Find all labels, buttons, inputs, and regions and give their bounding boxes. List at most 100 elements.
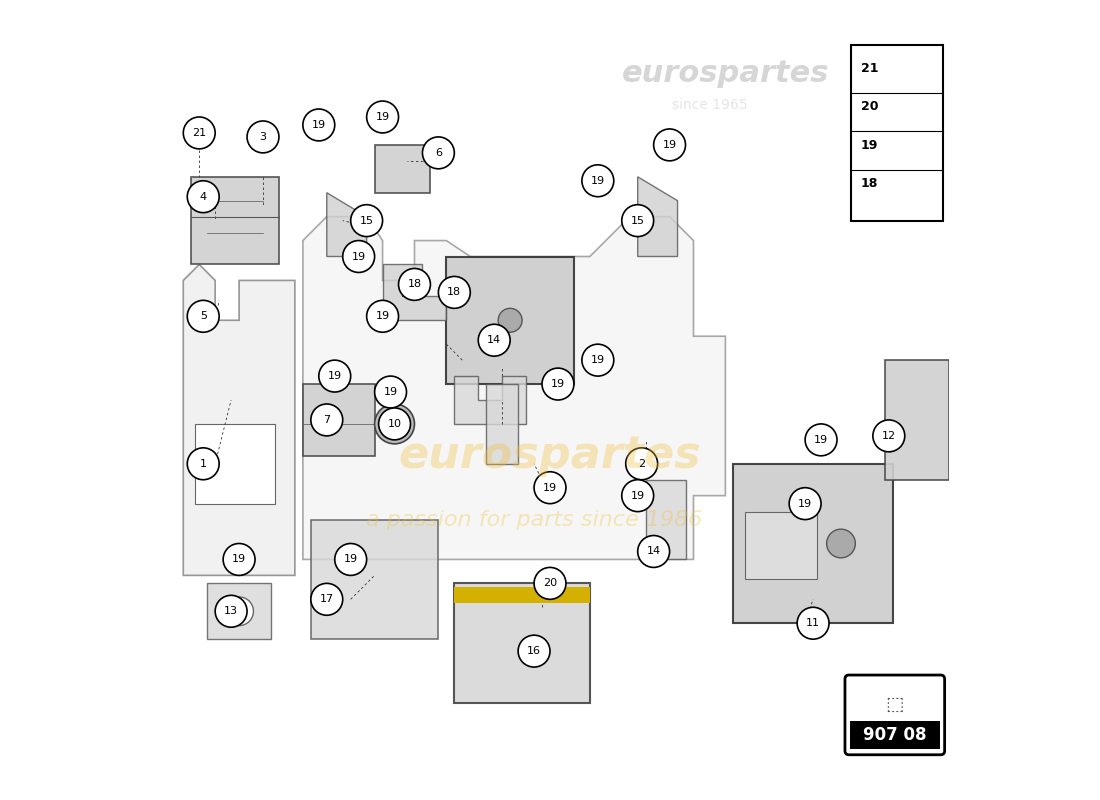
Text: 19: 19 [861,138,878,152]
Circle shape [626,448,658,480]
Circle shape [366,101,398,133]
Circle shape [805,424,837,456]
FancyBboxPatch shape [454,587,590,603]
Circle shape [518,635,550,667]
Circle shape [873,420,905,452]
FancyBboxPatch shape [845,675,945,754]
Polygon shape [646,480,685,559]
Text: 19: 19 [551,379,565,389]
Polygon shape [454,376,526,424]
Circle shape [621,205,653,237]
Circle shape [478,324,510,356]
Text: 15: 15 [360,216,374,226]
Circle shape [187,300,219,332]
Polygon shape [447,257,574,384]
Circle shape [638,535,670,567]
Text: eurospartes: eurospartes [398,434,702,478]
Text: 19: 19 [630,490,645,501]
Text: 907 08: 907 08 [864,726,926,744]
Text: 19: 19 [328,371,342,381]
Circle shape [375,376,407,408]
Circle shape [398,269,430,300]
Text: 1: 1 [200,458,207,469]
FancyBboxPatch shape [746,512,817,579]
Circle shape [351,205,383,237]
Polygon shape [454,583,590,703]
Circle shape [798,607,829,639]
Circle shape [582,165,614,197]
Text: 3: 3 [260,132,266,142]
Circle shape [378,408,410,440]
Text: 19: 19 [232,554,246,565]
Text: 21: 21 [192,128,207,138]
Text: 18: 18 [448,287,461,298]
Circle shape [498,308,522,332]
Text: 21: 21 [861,62,879,74]
Circle shape [789,488,821,519]
Circle shape [621,480,653,512]
Text: 14: 14 [647,546,661,557]
Text: 19: 19 [352,251,365,262]
Polygon shape [302,384,375,456]
Text: 7: 7 [323,415,330,425]
Text: a passion for parts since 1986: a passion for parts since 1986 [366,510,702,530]
Polygon shape [383,265,447,320]
Polygon shape [302,217,725,559]
Text: 2: 2 [638,458,646,469]
Text: 15: 15 [630,216,645,226]
Circle shape [187,448,219,480]
Circle shape [653,129,685,161]
Circle shape [311,583,343,615]
Text: ⬚: ⬚ [886,695,904,714]
Text: 19: 19 [375,311,389,322]
Circle shape [382,411,407,437]
Text: 18: 18 [861,178,878,190]
FancyBboxPatch shape [195,424,275,504]
Circle shape [187,181,219,213]
Circle shape [366,300,398,332]
Text: 19: 19 [375,112,389,122]
Text: eurospartes: eurospartes [621,58,829,88]
Circle shape [535,567,565,599]
Text: 19: 19 [662,140,676,150]
Text: 6: 6 [434,148,442,158]
Text: 14: 14 [487,335,502,346]
Circle shape [542,368,574,400]
Circle shape [311,404,343,436]
Circle shape [439,277,471,308]
Text: 19: 19 [384,387,397,397]
Polygon shape [638,177,678,257]
Text: since 1965: since 1965 [672,98,747,112]
Circle shape [422,137,454,169]
Polygon shape [734,464,893,623]
Polygon shape [375,145,430,193]
Circle shape [582,344,614,376]
Circle shape [375,404,415,444]
Text: 12: 12 [882,431,895,441]
Text: 19: 19 [798,498,812,509]
Circle shape [302,109,334,141]
Polygon shape [327,193,366,257]
Circle shape [248,121,279,153]
Circle shape [216,595,248,627]
Circle shape [223,543,255,575]
Polygon shape [486,384,518,464]
Polygon shape [184,265,295,575]
Text: 4: 4 [199,192,207,202]
Text: 13: 13 [224,606,238,616]
Text: 19: 19 [543,482,557,493]
Circle shape [334,543,366,575]
Text: 19: 19 [343,554,358,565]
Text: 16: 16 [527,646,541,656]
Circle shape [184,117,216,149]
Circle shape [319,360,351,392]
Text: 19: 19 [311,120,326,130]
Circle shape [535,472,565,504]
Text: 19: 19 [591,355,605,365]
Circle shape [343,241,375,273]
Circle shape [224,597,253,626]
Text: 11: 11 [806,618,821,628]
Text: 5: 5 [200,311,207,322]
FancyBboxPatch shape [850,722,939,749]
Text: 20: 20 [543,578,557,588]
